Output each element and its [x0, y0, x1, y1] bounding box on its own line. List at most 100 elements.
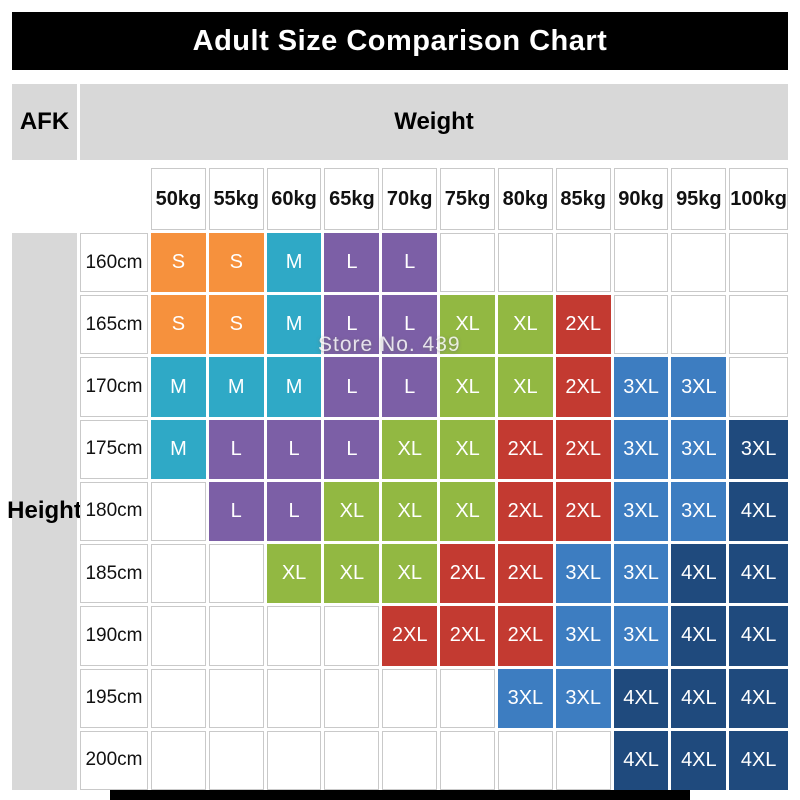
size-cell: 2XL: [382, 606, 438, 666]
height-row-header: 195cm: [80, 668, 148, 728]
size-cell: L: [324, 295, 380, 355]
weight-axis-label: Weight: [80, 84, 788, 160]
size-cell: 4XL: [729, 668, 788, 728]
empty-cell: [497, 233, 553, 293]
empty-cell: [151, 544, 206, 604]
size-cell: 3XL: [613, 606, 669, 666]
size-cell: 3XL: [729, 419, 788, 479]
size-cell: XL: [324, 481, 380, 542]
empty-cell: [729, 295, 788, 355]
size-cell: M: [208, 357, 264, 417]
size-cell: XL: [440, 419, 495, 479]
weight-column-header: 50kg: [151, 168, 206, 230]
size-cell: S: [151, 233, 206, 293]
size-cell: 4XL: [729, 730, 788, 790]
axis-header-row: AFK Weight: [12, 84, 788, 160]
height-row-header: 170cm: [80, 357, 148, 417]
empty-cell: [151, 730, 206, 790]
size-cell: 3XL: [555, 668, 611, 728]
size-cell: XL: [324, 544, 380, 604]
size-cell: XL: [440, 481, 495, 542]
weight-column-header: 70kg: [382, 168, 438, 230]
empty-cell: [208, 606, 264, 666]
size-cell: S: [208, 233, 264, 293]
size-cell: M: [266, 233, 322, 293]
size-cell: 3XL: [613, 419, 669, 479]
size-cell: XL: [266, 544, 322, 604]
size-cell: S: [208, 295, 264, 355]
empty-cell: [440, 233, 495, 293]
size-cell: L: [382, 357, 438, 417]
empty-cell: [671, 295, 727, 355]
size-cell: 3XL: [555, 544, 611, 604]
size-cell: 3XL: [671, 419, 727, 479]
size-cell: 2XL: [555, 419, 611, 479]
empty-cell: [497, 730, 553, 790]
height-axis-label: Height: [7, 233, 82, 790]
height-row-header: 165cm: [80, 295, 148, 355]
size-cell: 3XL: [555, 606, 611, 666]
empty-cell: [382, 668, 438, 728]
empty-cell: [324, 606, 380, 666]
height-row-header: 185cm: [80, 544, 148, 604]
size-cell: 4XL: [729, 481, 788, 542]
size-cell: XL: [440, 295, 495, 355]
weight-column-header: 60kg: [266, 168, 322, 230]
size-cell: XL: [382, 419, 438, 479]
weight-column-header: 85kg: [555, 168, 611, 230]
size-cell: 3XL: [671, 357, 727, 417]
size-cell: 4XL: [729, 544, 788, 604]
size-cell: XL: [497, 295, 553, 355]
empty-cell: [440, 668, 495, 728]
size-cell: L: [266, 419, 322, 479]
size-cell: 2XL: [497, 419, 553, 479]
kg-row-empty-corner: [12, 168, 148, 230]
chart-title-bar: Adult Size Comparison Chart: [12, 12, 788, 70]
size-cell: XL: [382, 481, 438, 542]
size-cell: L: [382, 295, 438, 355]
empty-cell: [613, 295, 669, 355]
chart-title: Adult Size Comparison Chart: [192, 24, 608, 57]
weight-column-header: 90kg: [613, 168, 669, 230]
empty-cell: [729, 233, 788, 293]
size-cell: L: [266, 481, 322, 542]
size-cell: L: [382, 233, 438, 293]
height-row-header: 190cm: [80, 606, 148, 666]
empty-cell: [266, 730, 322, 790]
empty-cell: [729, 357, 788, 417]
bottom-bar: [110, 790, 690, 800]
size-cell: L: [208, 419, 264, 479]
size-cell: 3XL: [613, 544, 669, 604]
empty-cell: [151, 481, 206, 542]
size-cell: XL: [497, 357, 553, 417]
size-cell: L: [324, 357, 380, 417]
size-cell: 3XL: [497, 668, 553, 728]
size-cell: XL: [382, 544, 438, 604]
empty-cell: [555, 233, 611, 293]
size-cell: 2XL: [497, 544, 553, 604]
weight-column-header: 95kg: [671, 168, 727, 230]
weight-column-header: 75kg: [440, 168, 495, 230]
size-cell: 2XL: [497, 481, 553, 542]
size-cell: M: [151, 357, 206, 417]
size-cell: 2XL: [497, 606, 553, 666]
size-cell: L: [208, 481, 264, 542]
empty-cell: [208, 668, 264, 728]
size-table: 50kg 55kg 60kg 65kg 70kg 75kg 80kg 85kg 90kg 95kg…: [7, 168, 788, 790]
height-row-header: 175cm: [80, 419, 148, 479]
size-cell: 2XL: [440, 606, 495, 666]
empty-cell: [613, 233, 669, 293]
size-cell: 4XL: [729, 606, 788, 666]
size-cell: 4XL: [613, 730, 669, 790]
size-cell: 2XL: [555, 357, 611, 417]
size-cell: M: [266, 295, 322, 355]
size-cell: 4XL: [613, 668, 669, 728]
empty-cell: [208, 544, 264, 604]
size-cell: 3XL: [613, 357, 669, 417]
weight-column-header: 80kg: [497, 168, 553, 230]
empty-cell: [324, 730, 380, 790]
empty-cell: [440, 730, 495, 790]
size-cell: 4XL: [671, 730, 727, 790]
size-cell: L: [324, 233, 380, 293]
